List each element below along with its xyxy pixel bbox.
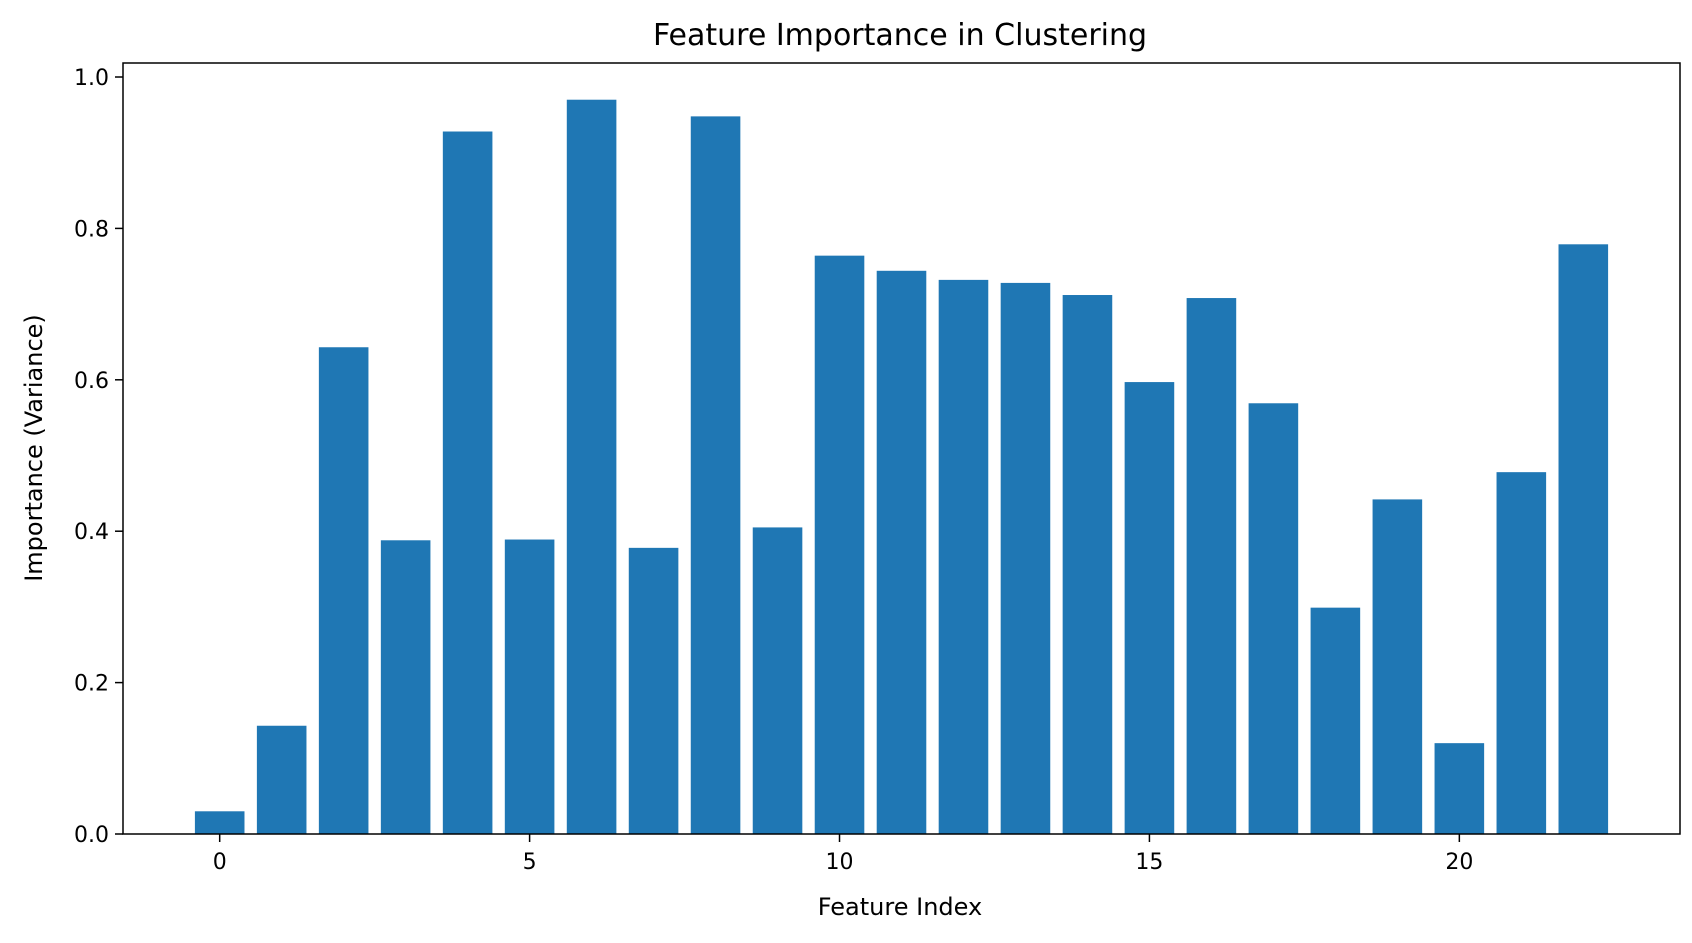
plot-area-frame	[122, 62, 1681, 835]
bar-feature-22	[1558, 244, 1609, 835]
bar-feature-21	[1496, 472, 1547, 834]
bar-feature-16	[1186, 298, 1237, 834]
y-tick-label: 0.8	[74, 217, 109, 242]
bar-feature-4	[442, 131, 493, 834]
bar-feature-15	[1124, 382, 1175, 834]
bar-feature-8	[690, 116, 741, 835]
x-axis-label: Feature Index	[818, 893, 982, 921]
bar-feature-2	[318, 347, 369, 834]
bar-feature-12	[938, 279, 989, 834]
bar-feature-7	[628, 547, 679, 834]
bar-feature-5	[504, 539, 555, 834]
bar-feature-9	[752, 527, 803, 834]
bar-feature-3	[380, 540, 431, 834]
y-axis-label: Importance (Variance)	[20, 314, 48, 582]
x-tick-label: 20	[1445, 850, 1473, 875]
bar-feature-14	[1062, 295, 1113, 834]
y-axis-ticks: 0.0 0.2 0.4 0.6 0.8 1.0	[74, 66, 123, 848]
x-axis-ticks: 0 5 10 15 20	[213, 834, 1473, 875]
y-tick-label: 1.0	[74, 66, 109, 91]
bar-feature-19	[1372, 499, 1423, 834]
bar-feature-18	[1310, 607, 1361, 834]
bar-feature-17	[1248, 403, 1299, 834]
bar-feature-10	[814, 255, 865, 834]
y-tick-label: 0.4	[74, 520, 109, 545]
y-tick-label: 0.6	[74, 369, 109, 394]
bar-feature-20	[1434, 743, 1485, 834]
x-tick-label: 10	[826, 850, 854, 875]
bars-group	[194, 99, 1609, 835]
bar-feature-1	[256, 725, 307, 834]
bar-feature-0	[194, 811, 245, 834]
chart-title: Feature Importance in Clustering	[653, 18, 1147, 53]
x-tick-label: 15	[1135, 850, 1163, 875]
bar-feature-6	[566, 99, 617, 834]
y-tick-label: 0.2	[74, 672, 109, 697]
x-tick-label: 0	[213, 850, 227, 875]
y-tick-label: 0.0	[74, 823, 109, 848]
x-tick-label: 5	[523, 850, 537, 875]
bar-feature-11	[876, 270, 927, 834]
bar-feature-13	[1000, 282, 1051, 834]
